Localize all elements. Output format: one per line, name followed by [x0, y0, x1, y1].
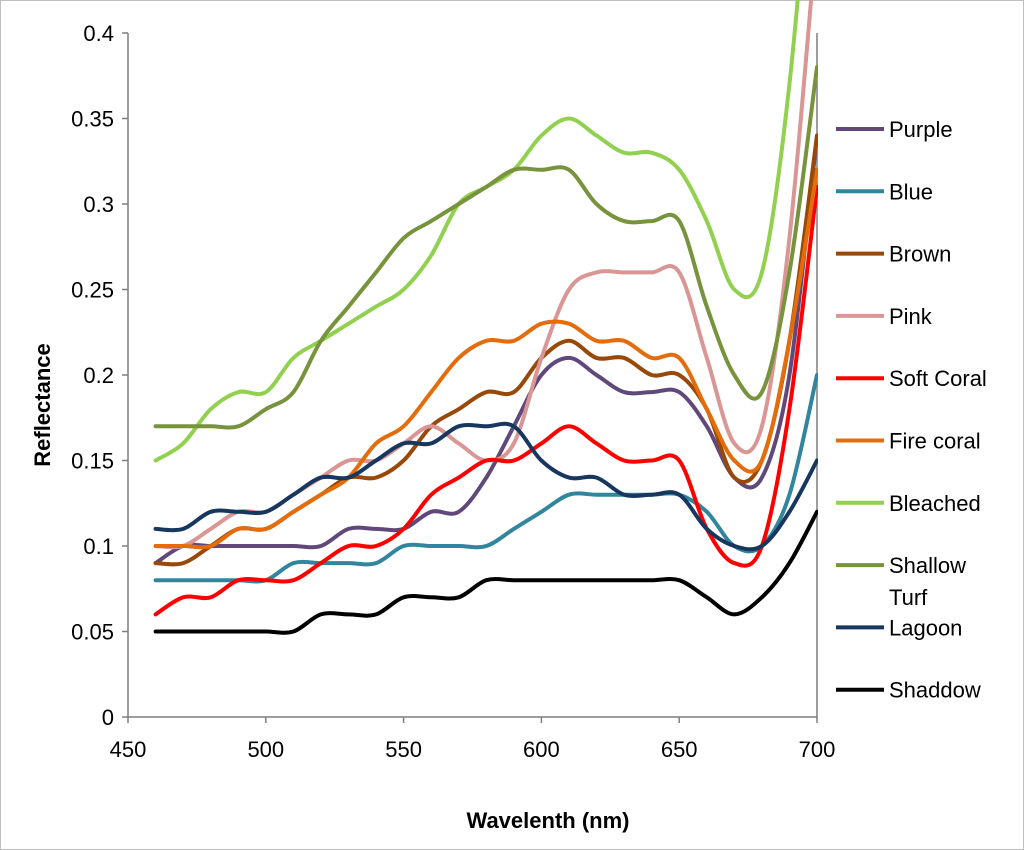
y-tick-label: 0.35: [71, 107, 114, 132]
legend-label-purple: Purple: [889, 117, 953, 142]
y-tick-label: 0.2: [83, 363, 114, 388]
y-tick-label: 0: [102, 705, 114, 730]
legend: Purple Blue Brown Pink Soft Coral Fire coral B…: [836, 117, 987, 703]
legend-label-pink: Pink: [889, 304, 933, 329]
legend-label-shallow-turf: Shallow Turf: [889, 553, 966, 610]
y-tick-label: 0.15: [71, 449, 114, 474]
legend-label-brown: Brown: [889, 242, 951, 267]
y-tick-label: 0.05: [71, 620, 114, 645]
x-tick-label: 600: [523, 737, 560, 762]
y-axis-title: Reflectance: [30, 343, 55, 467]
x-axis-ticks: 450 500 550 600 650 700: [110, 717, 836, 762]
legend-label-shaddow: Shaddow: [889, 678, 981, 703]
y-tick-label: 0.25: [71, 278, 114, 303]
x-tick-label: 650: [661, 737, 698, 762]
series-line-lagoon: [153, 421, 818, 552]
y-tick-label: 0.3: [83, 192, 114, 217]
y-tick-label: 0.4: [83, 21, 114, 46]
series-line-shaddow: [153, 509, 818, 635]
x-tick-label: 550: [385, 737, 422, 762]
y-axis-ticks: 0 0.05 0.1 0.15 0.2 0.25 0.3 0.35 0.4: [71, 21, 128, 730]
legend-label-fire-coral: Fire coral: [889, 429, 981, 454]
series-line-brown: [153, 133, 818, 567]
series-line-pink: [153, 0, 814, 550]
x-tick-label: 450: [110, 737, 147, 762]
series-line-soft-coral: [153, 184, 818, 617]
series-line-shallow-turf: [153, 65, 818, 430]
legend-label-blue: Blue: [889, 179, 933, 204]
y-tick-label: 0.1: [83, 534, 114, 559]
legend-label-bleached: Bleached: [889, 491, 981, 516]
x-axis-title: Wavelenth (nm): [467, 808, 630, 833]
series-line-fire-coral: [153, 167, 818, 550]
x-tick-label: 500: [247, 737, 284, 762]
series-lines: [153, 0, 818, 635]
series-line-purple: [153, 133, 818, 566]
legend-label-soft-coral: Soft Coral: [889, 366, 987, 391]
x-tick-label: 700: [799, 737, 836, 762]
legend-label-lagoon: Lagoon: [889, 615, 962, 640]
